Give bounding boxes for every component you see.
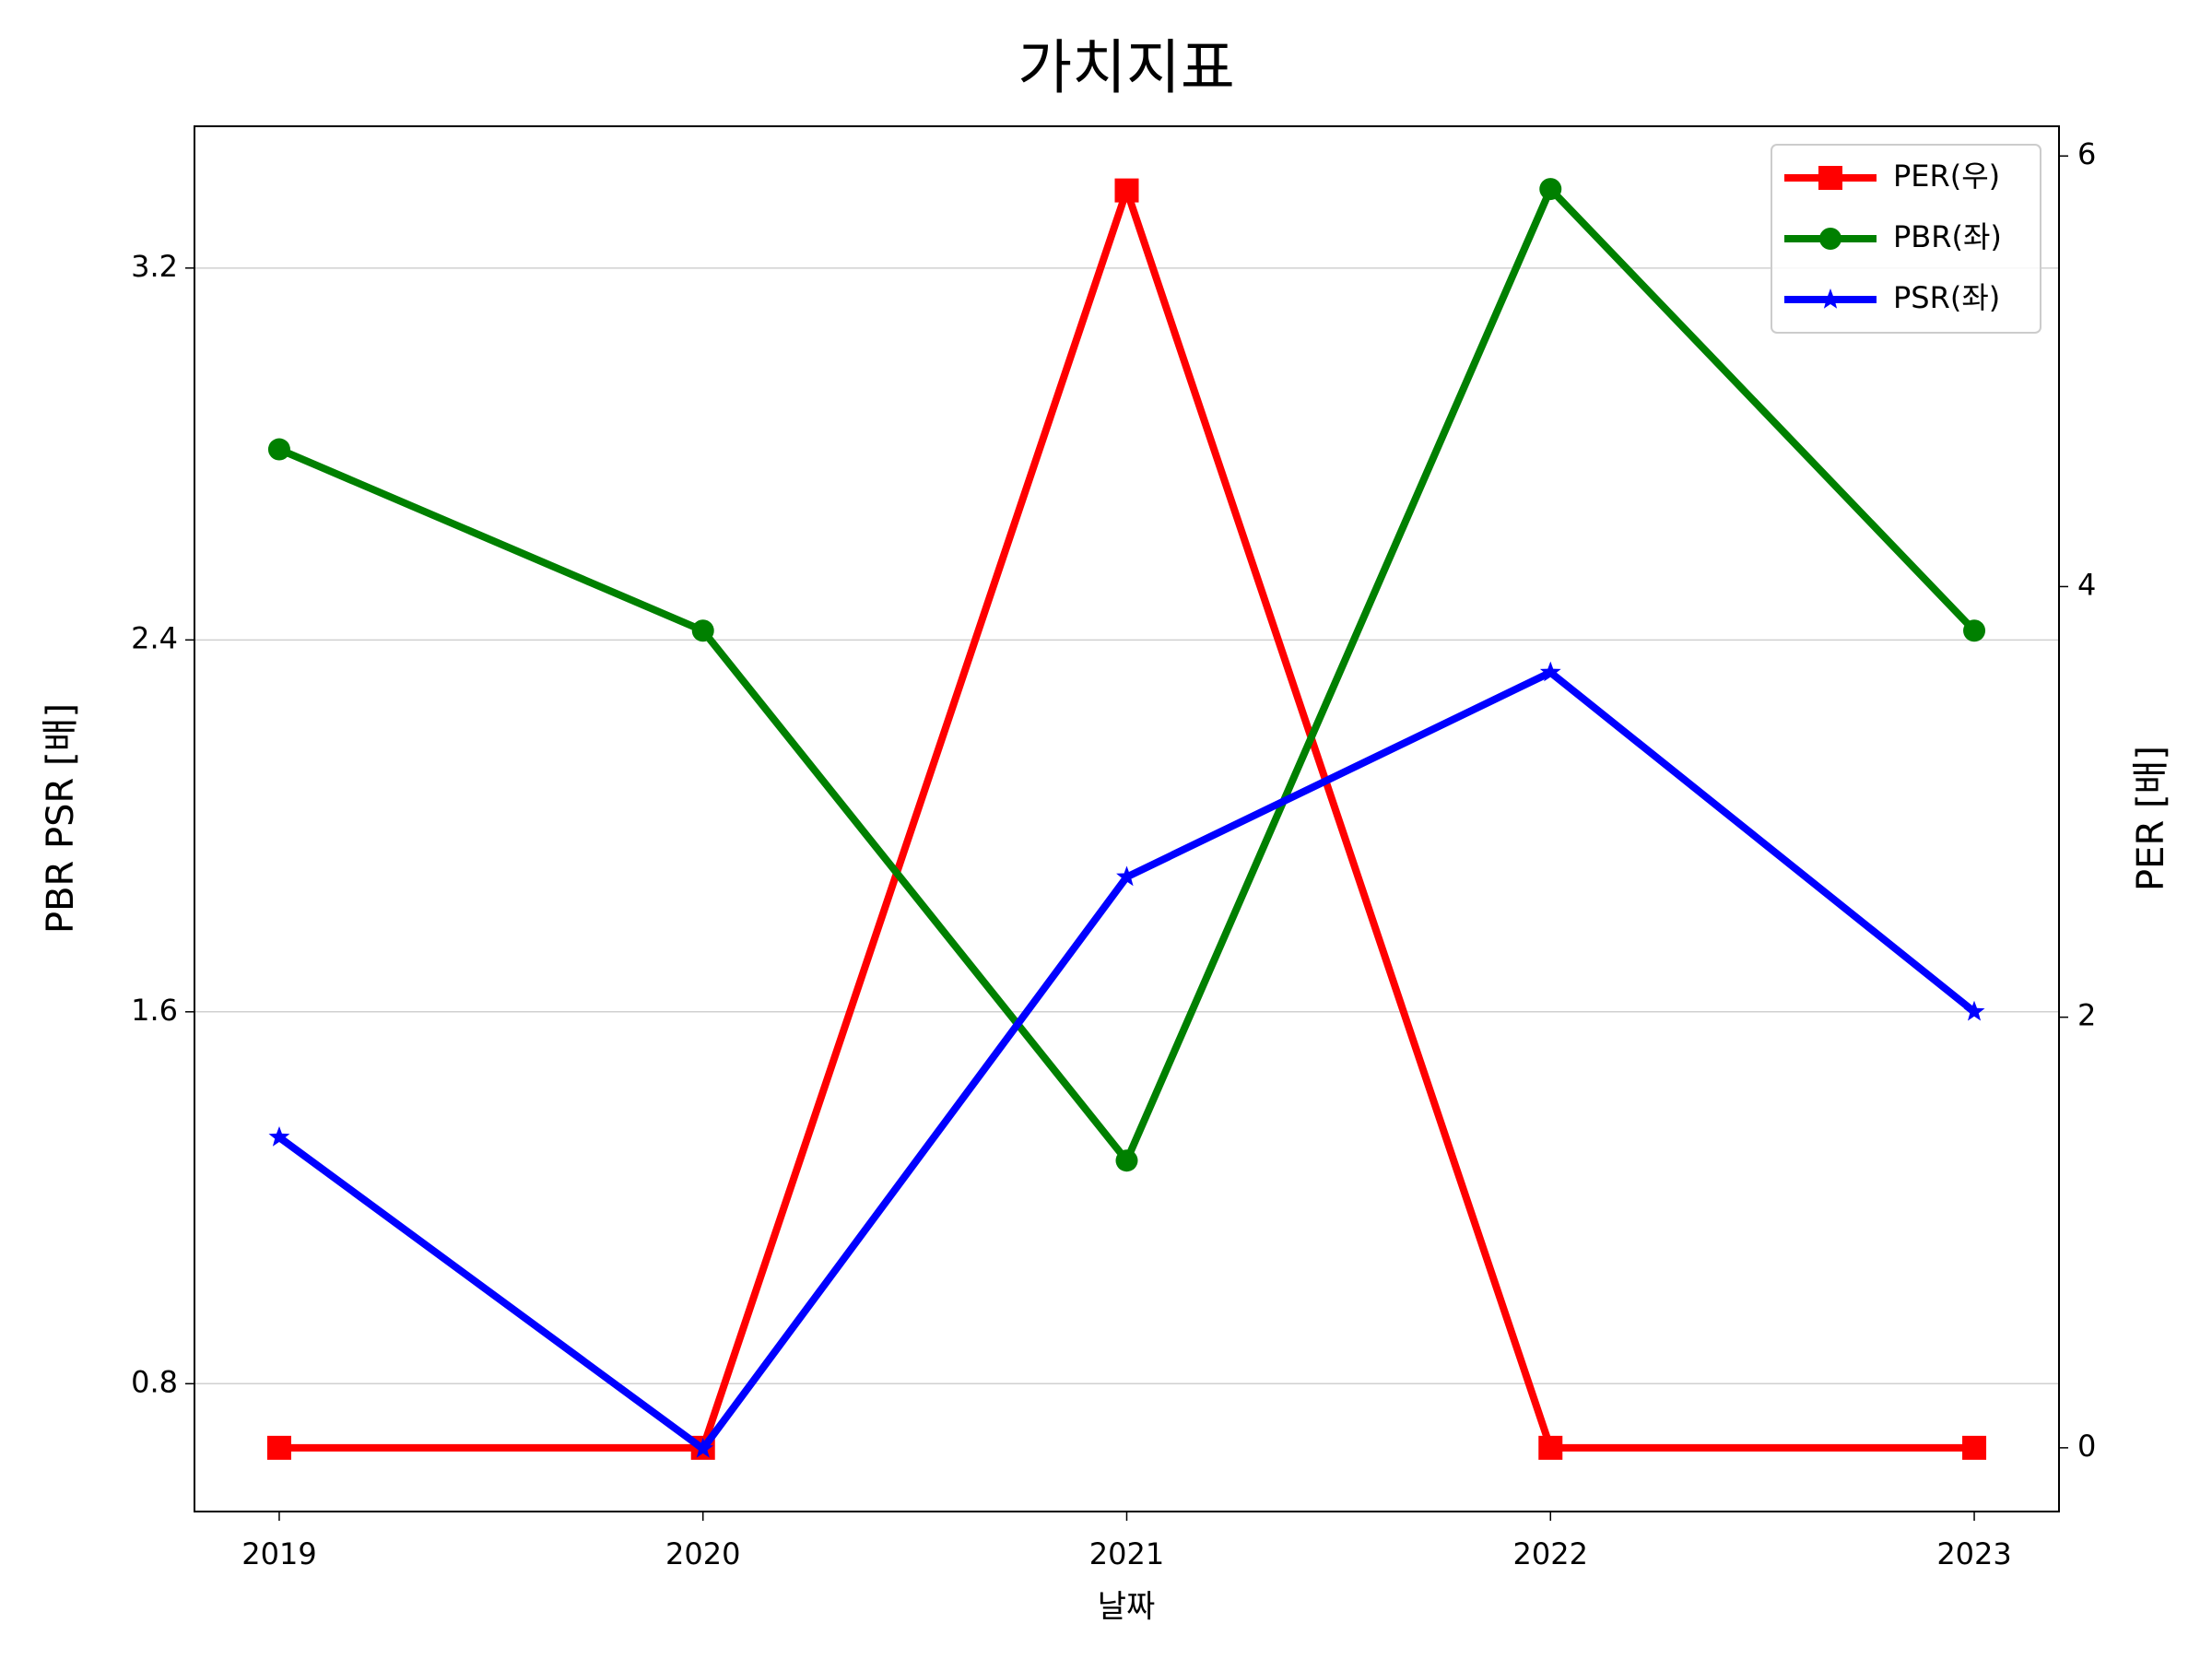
x-tick-label: 2020 xyxy=(665,1536,740,1571)
legend-marker xyxy=(1819,288,1841,309)
point xyxy=(1963,1000,1985,1021)
point xyxy=(691,619,714,642)
point xyxy=(692,1437,714,1458)
y2-axis-label: PER [배] xyxy=(2130,746,2172,891)
y2-tick-label: 6 xyxy=(2077,136,2096,171)
point xyxy=(268,1126,290,1147)
y-tick-label: 3.2 xyxy=(131,249,178,284)
x-tick-label: 2019 xyxy=(241,1536,316,1571)
point xyxy=(267,438,290,461)
chart-title: 가치지표 xyxy=(1018,35,1235,103)
y2-tick-label: 4 xyxy=(2077,567,2096,602)
point xyxy=(1115,1149,1138,1172)
legend-label: PBR(좌) xyxy=(1893,219,2002,254)
point xyxy=(1962,1435,1987,1460)
legend: PER(우) PBR(좌) PSR(좌) xyxy=(1771,144,2041,334)
point xyxy=(1538,1435,1563,1460)
point xyxy=(1963,619,1986,642)
legend-box xyxy=(1771,144,2041,334)
y2-tick-label: 0 xyxy=(2077,1429,2096,1464)
point xyxy=(1539,661,1561,682)
point xyxy=(266,1435,291,1460)
y-tick-label: 0.8 xyxy=(131,1364,178,1399)
legend-marker xyxy=(1819,228,1841,250)
x-axis-label: 날짜 xyxy=(1098,1589,1156,1626)
x-tick-label: 2022 xyxy=(1513,1536,1588,1571)
point xyxy=(1539,178,1562,201)
x-tick-label: 2021 xyxy=(1089,1536,1164,1571)
y2-tick-label: 2 xyxy=(2077,998,2096,1033)
plot-frame xyxy=(194,125,2060,1512)
legend-label: PSR(좌) xyxy=(1893,280,2000,315)
legend-label: PER(우) xyxy=(1893,159,2000,194)
y-tick-label: 1.6 xyxy=(131,993,178,1028)
y-axis-label: PBR PSR [배] xyxy=(40,703,82,934)
point xyxy=(1114,178,1139,203)
x-tick-label: 2023 xyxy=(1936,1536,2011,1571)
point xyxy=(1116,865,1137,887)
legend-marker xyxy=(1818,166,1842,190)
y-tick-label: 2.4 xyxy=(131,620,178,655)
